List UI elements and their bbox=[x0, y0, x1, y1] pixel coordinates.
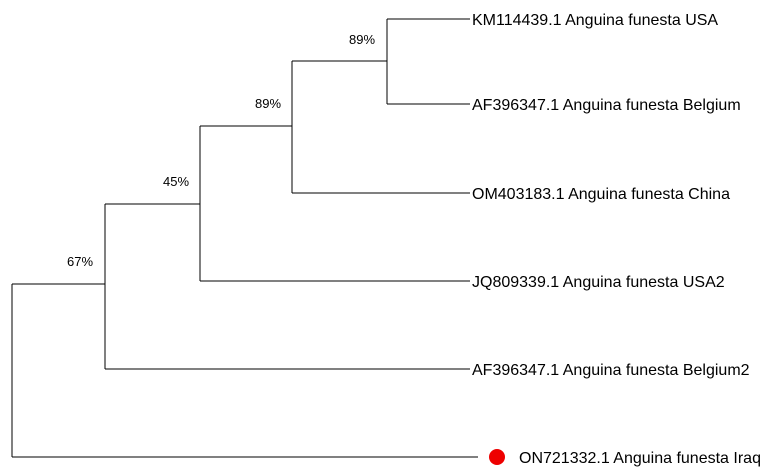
leaf-label-jq809339: JQ809339.1 Anguina funesta USA2 bbox=[472, 274, 725, 291]
bootstrap-usa-belgium: 89% bbox=[349, 32, 375, 47]
leaf-label-km114439: KM114439.1 Anguina funesta USA bbox=[472, 12, 718, 29]
leaf-label-af396347: AF396347.1 Anguina funesta Belgium bbox=[472, 97, 741, 114]
bootstrap-usa2: 45% bbox=[163, 174, 189, 189]
bootstrap-belgium2: 67% bbox=[67, 254, 93, 269]
leaf-label-af396347-belgium2: AF396347.1 Anguina funesta Belgium2 bbox=[472, 362, 750, 379]
leaf-label-om403183: OM403183.1 Anguina funesta China bbox=[472, 186, 730, 203]
highlight-marker-icon bbox=[489, 449, 505, 465]
leaf-label-on721332: ON721332.1 Anguina funesta Iraq bbox=[519, 450, 761, 467]
bootstrap-china: 89% bbox=[255, 96, 281, 111]
